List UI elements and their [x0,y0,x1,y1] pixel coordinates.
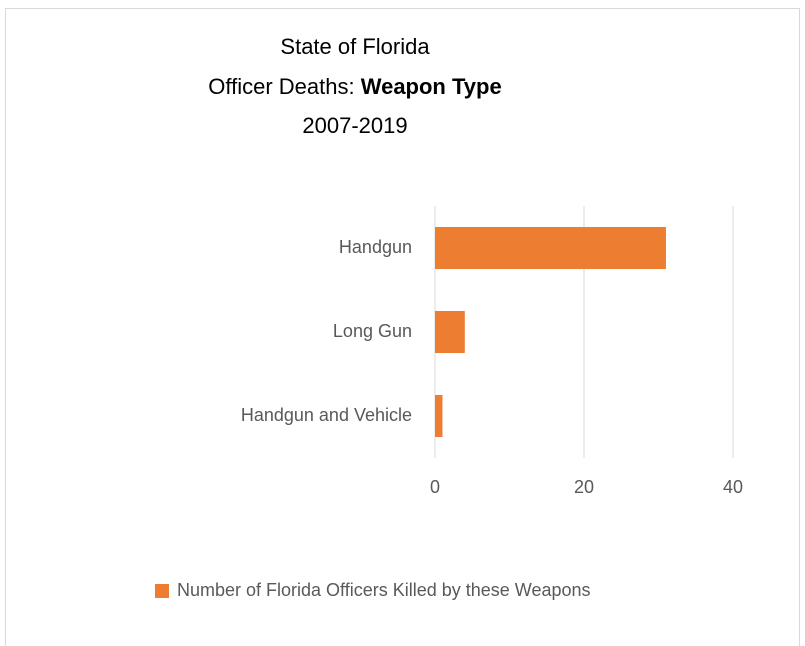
bar [435,227,666,269]
title-part: Officer Deaths: [208,74,360,99]
y-tick-label: Long Gun [333,321,412,341]
title-line: State of Florida [280,34,430,59]
title-bold: Weapon Type [361,74,502,99]
bar [435,311,465,353]
y-tick-label: Handgun and Vehicle [241,405,412,425]
y-tick-label: Handgun [339,237,412,257]
title-line: 2007-2019 [302,113,407,138]
legend-label: Number of Florida Officers Killed by the… [177,580,591,600]
x-tick-label: 40 [723,477,743,497]
x-tick-label: 0 [430,477,440,497]
chart-border [5,8,800,646]
bar [435,395,443,437]
legend-swatch [155,584,169,598]
x-tick-label: 20 [574,477,594,497]
title-line: Officer Deaths: Weapon Type [208,74,501,99]
